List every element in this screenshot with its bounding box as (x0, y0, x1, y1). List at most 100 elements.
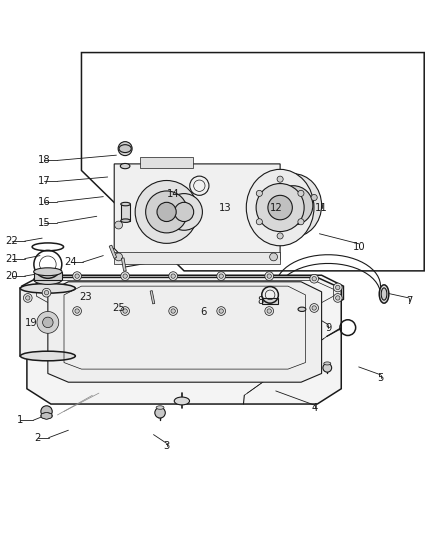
Circle shape (115, 253, 123, 261)
Circle shape (42, 288, 51, 297)
Circle shape (73, 272, 81, 280)
Text: 18: 18 (38, 156, 51, 165)
Circle shape (169, 272, 177, 280)
Ellipse shape (246, 169, 314, 246)
Circle shape (256, 219, 262, 225)
Polygon shape (109, 245, 117, 259)
Circle shape (44, 290, 49, 295)
Circle shape (146, 191, 187, 233)
Circle shape (75, 274, 79, 278)
Circle shape (219, 309, 223, 313)
Ellipse shape (381, 288, 387, 300)
Circle shape (274, 185, 313, 225)
Circle shape (123, 274, 127, 278)
Polygon shape (121, 258, 126, 271)
Ellipse shape (41, 413, 52, 419)
Circle shape (123, 309, 127, 313)
Text: 15: 15 (38, 218, 51, 228)
Circle shape (217, 306, 226, 316)
Circle shape (115, 221, 123, 229)
Bar (34, 272, 62, 280)
Text: 2: 2 (35, 433, 41, 442)
Circle shape (265, 272, 274, 280)
Circle shape (37, 311, 59, 333)
Text: 22: 22 (5, 236, 18, 246)
Circle shape (267, 309, 272, 313)
Circle shape (41, 406, 52, 417)
Text: 16: 16 (38, 197, 51, 207)
Circle shape (298, 190, 304, 197)
Text: 3: 3 (163, 441, 170, 451)
Circle shape (336, 285, 340, 289)
Circle shape (310, 274, 318, 283)
Circle shape (42, 317, 53, 328)
Ellipse shape (34, 275, 62, 285)
Text: 6: 6 (201, 308, 207, 317)
Circle shape (155, 408, 165, 418)
Circle shape (333, 283, 342, 292)
Ellipse shape (20, 284, 75, 293)
Circle shape (265, 306, 274, 316)
Text: 4: 4 (312, 403, 318, 414)
Bar (141, 157, 193, 168)
Circle shape (73, 306, 81, 316)
Ellipse shape (265, 174, 321, 237)
Ellipse shape (119, 144, 131, 152)
Text: 20: 20 (5, 271, 18, 281)
Circle shape (333, 294, 342, 302)
Ellipse shape (20, 351, 75, 361)
Text: 9: 9 (325, 322, 331, 333)
Ellipse shape (174, 397, 190, 405)
Polygon shape (48, 282, 321, 382)
Circle shape (121, 306, 130, 316)
Text: 23: 23 (80, 292, 92, 302)
Circle shape (298, 219, 304, 225)
Circle shape (157, 203, 176, 222)
Text: 5: 5 (378, 373, 384, 383)
Text: 11: 11 (315, 203, 328, 213)
Polygon shape (41, 413, 52, 419)
Text: 24: 24 (64, 257, 77, 267)
Circle shape (171, 309, 175, 313)
Ellipse shape (298, 307, 306, 311)
Bar (20, 288, 75, 356)
Text: 19: 19 (25, 318, 38, 328)
Bar (114, 252, 280, 264)
Circle shape (277, 233, 283, 239)
Ellipse shape (121, 203, 131, 206)
Polygon shape (114, 164, 280, 260)
Text: 13: 13 (219, 203, 232, 213)
Circle shape (267, 274, 272, 278)
Circle shape (311, 195, 317, 200)
Circle shape (219, 274, 223, 278)
Text: 8: 8 (258, 296, 264, 306)
Text: 17: 17 (38, 176, 51, 187)
Circle shape (310, 304, 318, 312)
Text: 1: 1 (17, 415, 24, 425)
Ellipse shape (156, 406, 164, 409)
Circle shape (118, 142, 132, 156)
Text: 7: 7 (406, 296, 412, 306)
Circle shape (121, 272, 130, 280)
Circle shape (336, 296, 340, 300)
Circle shape (256, 183, 304, 231)
Circle shape (23, 294, 32, 302)
Bar (262, 298, 279, 304)
Circle shape (312, 306, 316, 310)
Circle shape (268, 195, 292, 220)
Text: 14: 14 (167, 189, 180, 199)
Ellipse shape (120, 164, 130, 169)
Bar (121, 204, 131, 221)
Ellipse shape (324, 362, 331, 365)
Polygon shape (27, 277, 341, 404)
Polygon shape (21, 275, 343, 312)
Circle shape (75, 309, 79, 313)
Circle shape (174, 203, 194, 222)
Ellipse shape (34, 268, 62, 276)
Circle shape (166, 193, 202, 230)
Text: 10: 10 (353, 242, 365, 252)
Ellipse shape (379, 285, 389, 303)
Circle shape (312, 277, 316, 281)
Circle shape (256, 190, 262, 197)
Circle shape (135, 181, 198, 244)
